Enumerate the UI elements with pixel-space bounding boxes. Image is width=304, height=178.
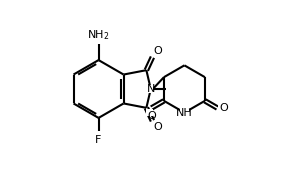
FancyBboxPatch shape <box>148 85 154 93</box>
Text: F: F <box>95 135 102 145</box>
FancyBboxPatch shape <box>92 37 105 44</box>
FancyBboxPatch shape <box>146 109 153 116</box>
Text: O: O <box>154 122 163 132</box>
FancyBboxPatch shape <box>95 131 102 138</box>
Text: N: N <box>147 84 155 94</box>
FancyBboxPatch shape <box>218 104 225 111</box>
Text: NH$_2$: NH$_2$ <box>87 28 110 42</box>
Text: O: O <box>154 46 163 56</box>
Text: NH: NH <box>176 108 193 118</box>
Text: O: O <box>219 103 228 113</box>
FancyBboxPatch shape <box>180 109 189 116</box>
Text: O: O <box>147 111 156 121</box>
